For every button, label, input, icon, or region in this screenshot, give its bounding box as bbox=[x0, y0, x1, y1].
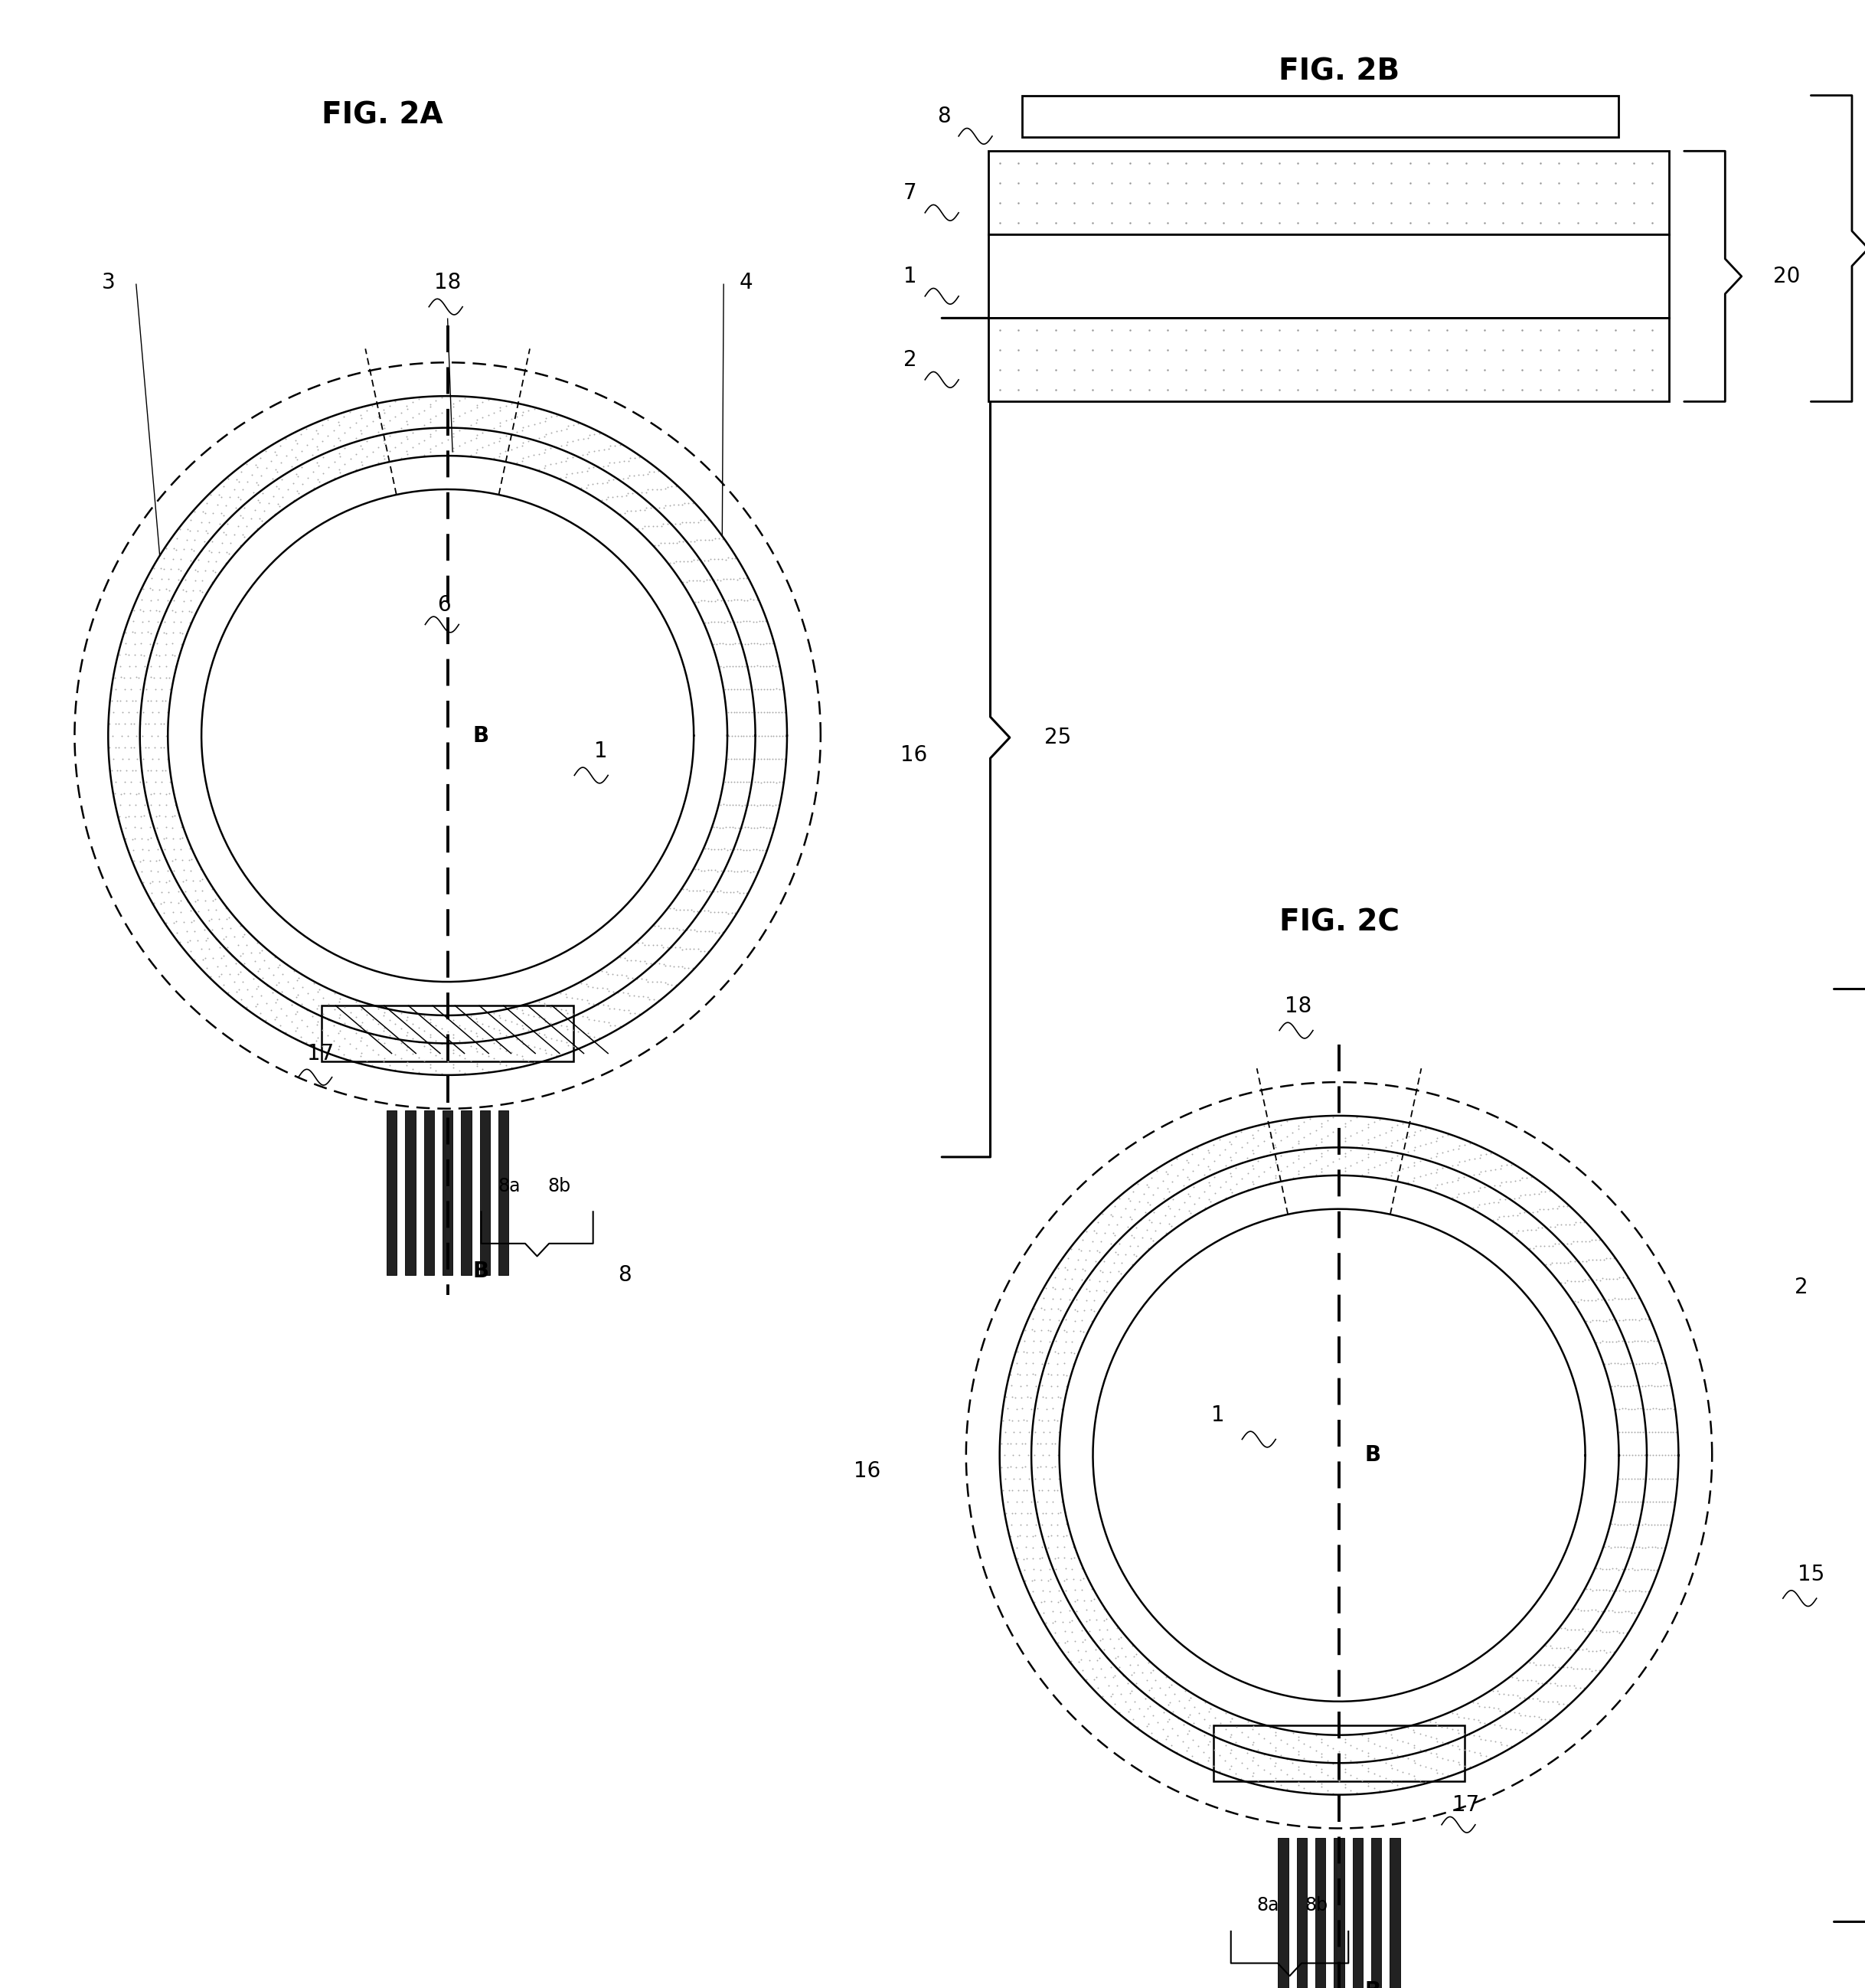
Bar bbox=[1352, 1837, 1363, 1988]
Bar bbox=[461, 1111, 472, 1276]
Text: 1: 1 bbox=[903, 266, 918, 286]
Text: B: B bbox=[1365, 1445, 1380, 1465]
Text: 25: 25 bbox=[1044, 728, 1071, 747]
Text: FIG. 2C: FIG. 2C bbox=[1279, 909, 1399, 936]
Text: 16: 16 bbox=[854, 1461, 880, 1481]
Bar bbox=[1022, 95, 1619, 137]
Text: 8: 8 bbox=[936, 105, 951, 127]
Bar bbox=[405, 1111, 416, 1276]
Text: 20: 20 bbox=[1774, 266, 1800, 286]
Text: FIG. 2A: FIG. 2A bbox=[321, 101, 444, 129]
Text: 8b: 8b bbox=[1306, 1897, 1328, 1914]
Text: 18: 18 bbox=[1285, 996, 1311, 1018]
Bar bbox=[988, 151, 1669, 235]
Bar bbox=[423, 1111, 435, 1276]
Bar bbox=[321, 1006, 573, 1062]
Text: 1: 1 bbox=[593, 742, 608, 761]
Text: B: B bbox=[1365, 1980, 1380, 1988]
Bar bbox=[1278, 1837, 1289, 1988]
Bar bbox=[386, 1111, 397, 1276]
Text: 8a: 8a bbox=[1257, 1897, 1279, 1914]
Text: 2: 2 bbox=[903, 350, 918, 370]
Bar bbox=[442, 1111, 453, 1276]
Text: 7: 7 bbox=[903, 183, 918, 203]
Bar bbox=[1389, 1837, 1401, 1988]
Text: 17: 17 bbox=[1453, 1793, 1479, 1815]
Bar bbox=[479, 1111, 490, 1276]
Bar bbox=[988, 318, 1669, 402]
Text: B: B bbox=[474, 726, 489, 746]
Text: 1: 1 bbox=[1210, 1406, 1225, 1425]
Bar bbox=[1212, 1726, 1466, 1781]
Text: 2: 2 bbox=[1794, 1276, 1809, 1298]
Text: 6: 6 bbox=[436, 594, 451, 616]
Text: 4: 4 bbox=[739, 272, 753, 292]
Bar bbox=[1333, 1837, 1345, 1988]
Text: 8: 8 bbox=[617, 1264, 632, 1286]
Text: 17: 17 bbox=[308, 1042, 334, 1064]
Text: 18: 18 bbox=[435, 272, 461, 294]
Text: 3: 3 bbox=[101, 272, 116, 292]
Text: 8b: 8b bbox=[548, 1177, 571, 1195]
Bar bbox=[1315, 1837, 1326, 1988]
Text: 15: 15 bbox=[1798, 1565, 1824, 1584]
Bar bbox=[1371, 1837, 1382, 1988]
Text: 16: 16 bbox=[901, 746, 927, 765]
Bar bbox=[498, 1111, 509, 1276]
Text: 8a: 8a bbox=[498, 1177, 520, 1195]
Text: B: B bbox=[474, 1260, 489, 1282]
Text: FIG. 2B: FIG. 2B bbox=[1279, 58, 1399, 85]
Bar bbox=[1296, 1837, 1307, 1988]
Bar bbox=[988, 235, 1669, 318]
